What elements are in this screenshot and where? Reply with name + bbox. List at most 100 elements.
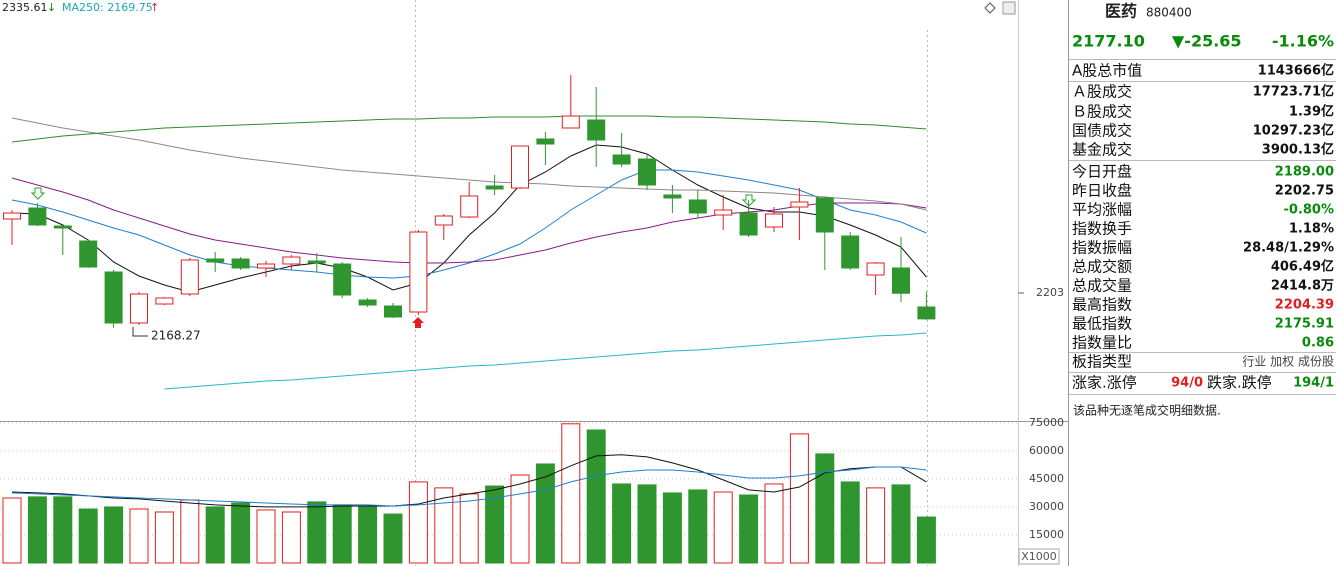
row-value: 28.48/1.29% (1243, 241, 1334, 256)
row-label: Ｂ股成交 (1072, 103, 1132, 121)
candle-body (130, 293, 148, 324)
row-label: 板指类型 (1072, 353, 1132, 371)
candle-body (739, 212, 758, 236)
limit-up-value: 94/0 (1171, 376, 1203, 391)
row-value: 2204.39 (1275, 298, 1334, 313)
row-value: 3900.13亿 (1262, 142, 1334, 158)
candle-body (206, 258, 225, 263)
row-value: 2414.8万 (1271, 279, 1334, 294)
volume-bar (739, 494, 759, 564)
ma250-label: MA250: 2169.75 (62, 1, 153, 14)
candle-body (257, 263, 275, 269)
candle-body (155, 297, 174, 305)
row-label: A股总市值 (1072, 62, 1142, 80)
row-value: -0.80% (1284, 203, 1335, 218)
candle-body (815, 197, 834, 233)
row-value: 2175.91 (1275, 317, 1334, 332)
row-label: 今日开盘 (1072, 163, 1132, 181)
volume-bar (408, 481, 428, 564)
volume-bar (154, 511, 174, 564)
candle-body (434, 215, 453, 226)
volume-bar (2, 497, 22, 564)
low-pointer (132, 327, 148, 337)
moving-average (11, 115, 927, 143)
candle-body (765, 213, 783, 228)
index-code: 880400 (1146, 6, 1192, 20)
scroll-button[interactable] (1002, 1, 1016, 15)
signal-arrow (30, 187, 46, 200)
up-arrow: ↑ (150, 1, 159, 14)
low-label: 2168.27 (151, 329, 201, 343)
row-label: 平均涨幅 (1072, 201, 1132, 219)
y-tick-label: 15000 (1029, 528, 1064, 541)
candle-body (28, 207, 47, 226)
candle-body (536, 138, 555, 145)
candle-body (892, 267, 910, 294)
row-label: 总成交额 (1072, 258, 1132, 276)
row-value: 406.49亿 (1271, 259, 1334, 275)
row-label: 国债成交 (1072, 122, 1132, 140)
volume-bar (358, 506, 378, 564)
candle-body (409, 231, 428, 313)
change-pct: -1.16% (1272, 32, 1334, 51)
volume-bar (281, 511, 301, 564)
header-value: 2335.61 (2, 1, 48, 14)
signal-arrow (412, 317, 424, 328)
volume-bar (789, 433, 809, 564)
volume-bar (764, 483, 784, 564)
y-tick-label: 60000 (1029, 444, 1064, 457)
volume-bar (459, 493, 479, 564)
y-tick-label: 2203 (1036, 286, 1064, 299)
volume-average (11, 466, 927, 507)
candle-body (307, 260, 326, 264)
volume-bar (662, 492, 682, 564)
row-value: 1.39亿 (1289, 104, 1334, 120)
candle-body (282, 256, 301, 265)
moving-average (11, 169, 927, 279)
volume-bar (713, 491, 733, 564)
moving-average (164, 332, 927, 390)
volume-bar (104, 506, 124, 564)
note: 该品种无逐笔成交明细数据. (1073, 403, 1221, 418)
candle-body (460, 195, 479, 218)
candle-body (790, 201, 809, 208)
volume-bar (27, 496, 47, 564)
candle-body (917, 306, 936, 320)
volume-bar (129, 508, 149, 564)
limit-down-label: 跌家.跌停 (1207, 374, 1272, 392)
candle-body (3, 212, 21, 220)
down-arrow: ↓ (47, 1, 56, 14)
y-tick-label: 45000 (1029, 472, 1064, 485)
row-label: 昨日收盘 (1072, 182, 1132, 200)
volume-bar (332, 504, 352, 564)
candle-body (561, 115, 580, 129)
candle-body (688, 199, 707, 214)
y-tick-label: 30000 (1029, 500, 1064, 513)
candle-body (358, 299, 377, 306)
price: 2177.10 (1072, 32, 1145, 51)
volume-bar (866, 487, 886, 564)
candle-body (663, 194, 682, 199)
row-value: 1143666亿 (1258, 63, 1334, 79)
index-name: 医药 (1105, 2, 1137, 21)
moving-average (11, 117, 927, 211)
row-label: 总成交量 (1072, 277, 1132, 295)
volume-bar (510, 474, 530, 564)
row-label: 指数振幅 (1072, 239, 1132, 257)
candle-body (638, 158, 656, 186)
row-value: 10297.23亿 (1253, 123, 1334, 139)
row-value: 行业 加权 成份股 (1242, 355, 1334, 369)
volume-average (11, 454, 927, 508)
row-label: 基金成交 (1072, 141, 1132, 159)
volume-bar (840, 481, 860, 564)
volume-bar (586, 429, 606, 564)
candle-body (511, 145, 529, 189)
y-tick-label: 75000 (1029, 416, 1064, 429)
panel-lines (1069, 59, 1336, 395)
unit-box (1018, 548, 1060, 565)
volume-bar (916, 516, 936, 564)
row-value: 17723.71亿 (1253, 84, 1334, 100)
diamond-icon[interactable] (984, 2, 996, 14)
row-value: 0.86 (1302, 336, 1334, 351)
